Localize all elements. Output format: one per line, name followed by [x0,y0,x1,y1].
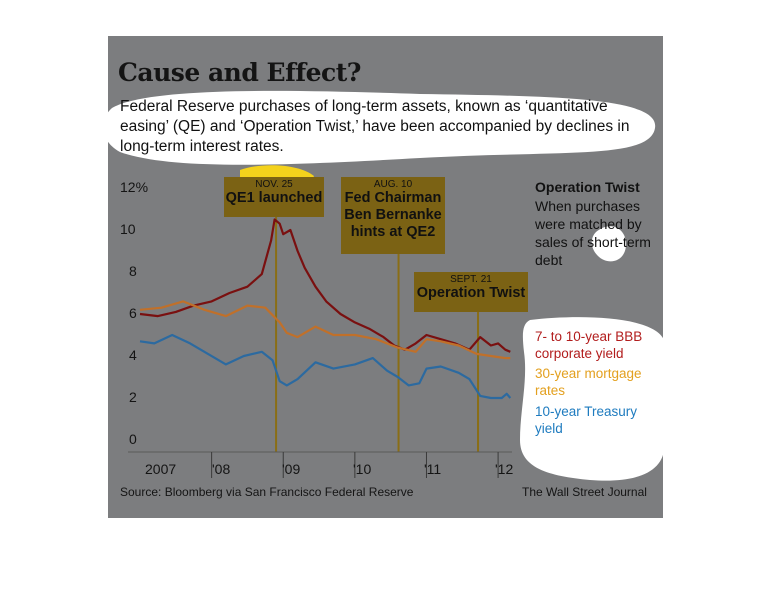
series-line-2 [139,333,512,400]
event-date: AUG. 10 [373,179,413,190]
x-tick-marks [128,451,512,478]
legend-highlight [520,317,669,481]
y-tick-label: 12% [120,179,149,195]
chart-title: Cause and Effect? [118,58,361,87]
event-name: Operation Twist [416,285,526,301]
y-tick-label: 4 [129,347,137,363]
y-tick-label: 2 [129,389,137,405]
credit-note: The Wall Street Journal [522,485,647,499]
white-highlight-marks [103,90,669,481]
y-tick-label: 10 [120,221,136,237]
x-tick-label: '10 [353,461,372,477]
event-label-operation-twist: SEPT. 21 Operation Twist [414,272,528,312]
sidebar-text: When purchases were matched by sales of … [535,198,651,268]
event-date: NOV. 25 [255,179,293,190]
x-tick-label: '12 [495,461,514,477]
sidebar-heading: Operation Twist [535,179,640,195]
legend-corporate-yield: 7- to 10-year BBB corporate yield [535,329,643,361]
event-date: SEPT. 21 [450,274,492,285]
event-name: Fed Chairman Ben Bernanke hints at QE2 [344,190,442,240]
y-tick-label: 0 [129,431,137,447]
source-note: Source: Bloomberg via San Francisco Fede… [120,485,414,499]
series-lines [139,218,512,400]
event-name: QE1 launched [225,190,323,206]
x-tick-label: '08 [212,461,231,477]
subtitle-highlight [103,90,656,165]
chart-subtitle: Federal Reserve purchases of long-term a… [120,98,630,155]
sidebar-highlight [591,226,626,262]
event-label-qe2: AUG. 10 Fed Chairman Ben Bernanke hints … [341,177,445,254]
x-tick-label: 2007 [145,461,177,477]
y-tick-label: 6 [129,305,137,321]
legend-mortgage-rates: 30-year mortgage rates [535,366,642,398]
event-label-qe1: NOV. 25 QE1 launched [224,177,324,217]
y-tick-label: 8 [129,263,137,279]
legend-treasury-yield: 10-year Treasury yield [535,404,638,436]
series-line-1 [139,300,511,360]
x-tick-label: '11 [424,461,442,477]
x-tick-label: '09 [282,461,301,477]
